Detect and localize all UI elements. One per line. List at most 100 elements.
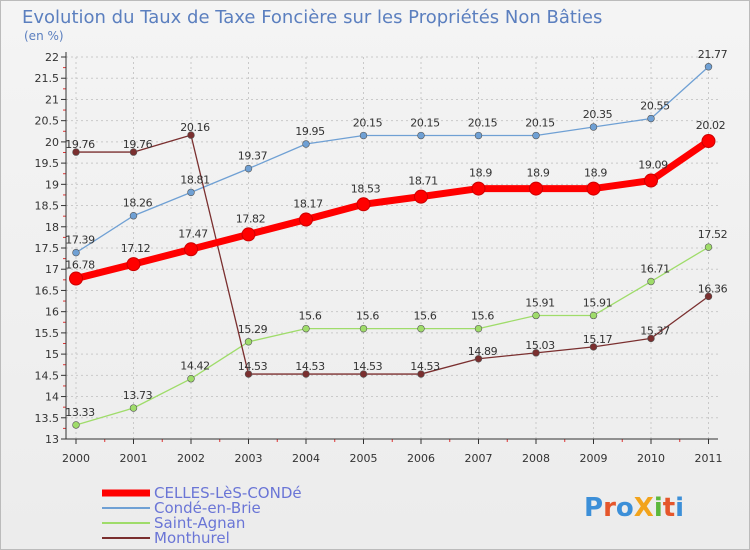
data-point: [129, 148, 138, 156]
legend-item: CELLES-LèS-CONDé: [102, 484, 302, 502]
data-label: 15.91: [583, 296, 613, 309]
data-point: [359, 324, 368, 333]
data-point: [589, 311, 598, 320]
x-tick-label: 2001: [120, 452, 148, 465]
data-label: 20.15: [353, 117, 383, 130]
data-point: [184, 242, 198, 257]
data-label: 13.33: [65, 406, 95, 419]
x-tick-label: 2000: [62, 452, 90, 465]
x-tick-label: 2003: [235, 452, 263, 465]
series-0: [69, 134, 716, 286]
data-label: 18.17: [293, 198, 323, 211]
proxiti-logo: ProXiti: [584, 493, 684, 523]
data-label: 19.76: [65, 138, 95, 151]
data-label: 19.76: [123, 138, 153, 151]
data-point: [72, 148, 80, 156]
data-point: [187, 131, 195, 139]
data-label: 19.37: [238, 150, 268, 163]
data-label: 18.71: [408, 175, 438, 188]
data-label: 18.9: [584, 167, 607, 180]
data-point: [187, 375, 195, 383]
y-tick-label: 20.5: [35, 115, 60, 128]
data-label: 15.29: [238, 323, 268, 336]
data-point: [302, 140, 310, 148]
data-point: [129, 212, 138, 220]
data-label: 14.42: [180, 360, 210, 373]
y-tick-label: 18: [45, 221, 59, 234]
data-point: [644, 173, 658, 188]
data-label: 15.03: [525, 339, 555, 352]
y-tick-label: 15: [45, 348, 59, 361]
data-label: 16.71: [640, 263, 670, 276]
data-point: [701, 134, 716, 149]
data-label: 17.39: [65, 234, 95, 247]
data-label: 14.53: [353, 360, 383, 373]
data-point: [532, 349, 540, 357]
data-point: [244, 370, 253, 378]
y-tick-label: 14: [45, 391, 59, 404]
legend-label: Condé-en-Brie: [154, 499, 261, 517]
data-point: [126, 257, 141, 272]
data-label: 21.77: [698, 48, 728, 61]
chart-subtitle: (en %): [24, 29, 64, 43]
data-label: 18.9: [527, 167, 550, 180]
y-tick-label: 19: [45, 178, 59, 191]
data-labels: 16.78 17.12 17.47 17.82 18.17 18.53 18.71 18.9 1…: [65, 48, 728, 419]
data-point: [589, 123, 598, 131]
data-point: [586, 181, 601, 196]
data-point: [302, 370, 310, 378]
legend-label: Saint-Agnan: [154, 514, 245, 532]
y-tick-label: 21.5: [35, 72, 60, 85]
data-point: [704, 243, 713, 251]
data-label: 18.81: [180, 173, 210, 186]
data-point: [187, 188, 195, 197]
series: [69, 63, 716, 429]
y-tick-label: 16.5: [35, 284, 60, 297]
legend-label: Monthurel: [154, 529, 230, 547]
data-point: [417, 131, 425, 140]
data-label: 17.52: [698, 228, 728, 241]
y-tick-label: 20: [45, 136, 59, 149]
data-point: [647, 114, 655, 123]
y-tick-label: 22: [45, 51, 59, 64]
series-line: [75, 138, 711, 282]
data-point: [244, 338, 253, 346]
data-point: [302, 324, 310, 333]
y-tick-label: 19.5: [35, 157, 60, 170]
y-tick-label: 18.5: [35, 200, 60, 213]
data-point: [647, 277, 655, 286]
data-point: [417, 324, 425, 333]
data-point: [474, 355, 483, 363]
data-point: [72, 248, 80, 257]
legend-item: Saint-Agnan: [102, 514, 245, 532]
data-point: [529, 181, 543, 196]
chart-title: Evolution du Taux de Taxe Foncière sur l…: [22, 7, 602, 28]
data-label: 19.09: [638, 159, 668, 172]
series-line: [76, 134, 709, 375]
data-label: 17.82: [236, 212, 266, 225]
data-label: 20.16: [180, 121, 210, 134]
data-point: [69, 271, 83, 286]
x-tick-label: 2008: [522, 452, 550, 465]
data-label: 17.47: [178, 227, 208, 240]
data-label: 14.89: [468, 345, 498, 358]
data-point: [417, 370, 425, 378]
series-line: [75, 246, 709, 426]
axes: 13 13.5 14 14.5 15 15.5 16 16.5 17 17.5 18 18.5 19 19…: [35, 51, 723, 465]
data-point: [244, 164, 253, 173]
x-tick-label: 2006: [407, 452, 435, 465]
data-point: [532, 311, 540, 320]
y-tick-label: 13.5: [35, 412, 60, 425]
data-point: [474, 324, 483, 333]
data-label: 13.73: [123, 389, 153, 402]
data-point: [589, 343, 598, 351]
data-point: [299, 212, 313, 227]
data-label: 19.95: [295, 125, 325, 138]
legend: CELLES-LèS-CONDéCondé-en-BrieSaint-Agnan…: [102, 484, 302, 547]
grid: [66, 56, 718, 440]
data-label: 15.6: [471, 310, 494, 323]
x-tick-label: 2007: [465, 452, 493, 465]
series-line: [75, 66, 709, 254]
